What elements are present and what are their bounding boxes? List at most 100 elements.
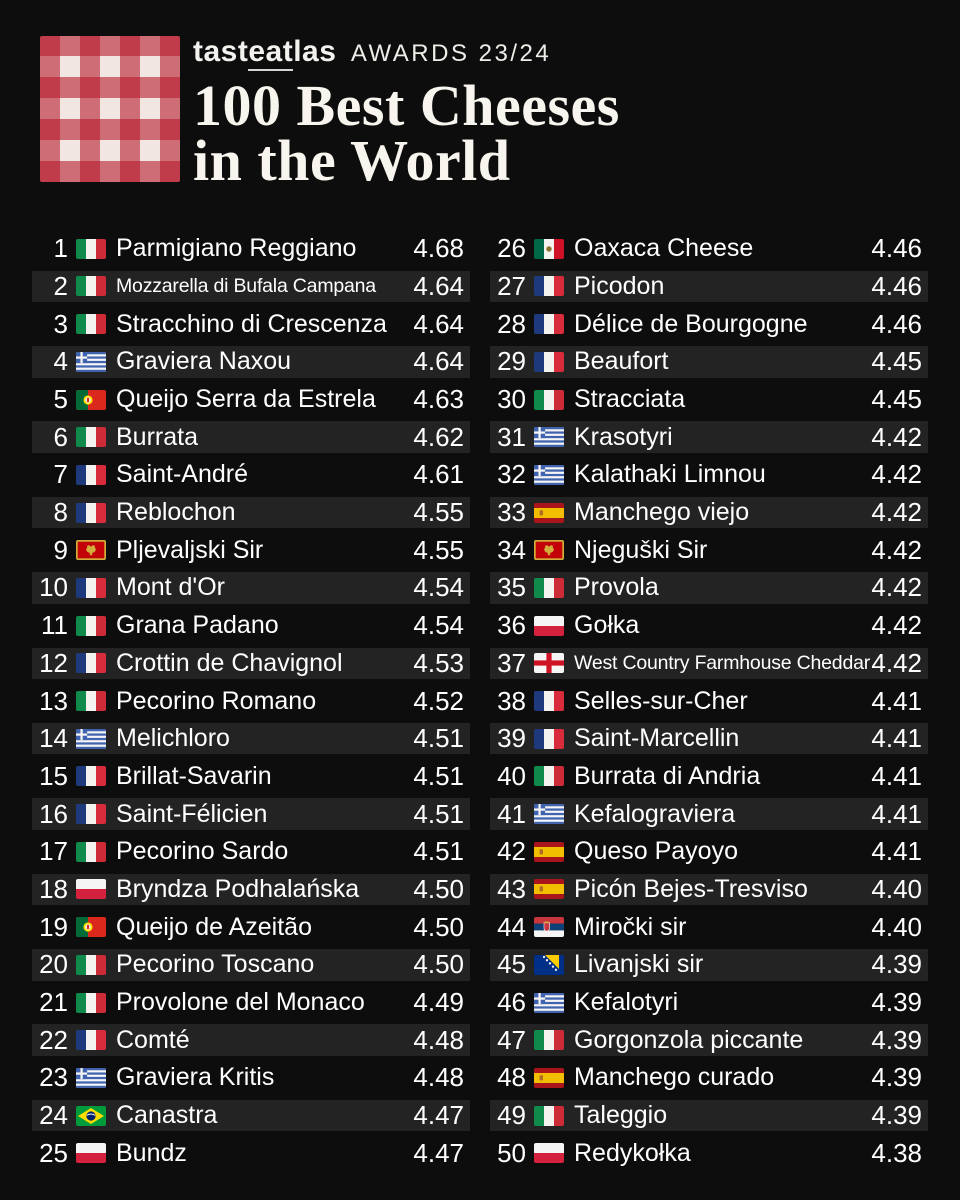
list-item: 45 Livanjski sir 4.39 [490,949,928,981]
list-item: 14 Melichloro 4.51 [32,722,470,755]
title-line-2: in the World [193,128,511,194]
portugal-flag-icon [76,917,106,938]
rank: 3 [53,308,68,339]
poland-flag-icon [76,1143,106,1164]
rank: 49 [497,1100,526,1131]
italy-flag-icon [76,992,106,1013]
cheese-name: Saint-André [116,460,249,489]
list-item: 5 Queijo Serra da Estrela 4.63 [32,384,470,416]
rating: 4.64 [413,346,464,377]
cheese-name: Bundz [116,1138,187,1167]
rating: 4.42 [871,459,922,490]
rating: 4.40 [871,873,922,904]
rank: 46 [497,987,526,1017]
cheese-name: Comté [116,1025,190,1054]
list-item: 20 Pecorino Toscano 4.50 [32,949,470,981]
rank: 31 [497,421,526,452]
list-item: 18 Bryndza Podhalańska 4.50 [32,873,470,906]
italy-flag-icon [534,1030,564,1051]
rank: 42 [497,836,526,867]
rank: 13 [39,685,68,716]
greece-flag-icon [76,728,106,749]
italy-flag-icon [76,615,106,636]
france-flag-icon [534,351,564,372]
list-item: 46 Kefalotyri 4.39 [490,987,928,1019]
cheese-name: Krasotyri [574,422,673,451]
cheese-name: West Country Farmhouse Cheddar [574,651,871,674]
rating: 4.42 [871,647,922,678]
rank: 24 [39,1100,68,1131]
awards-label: AWARDS 23/24 [350,40,552,67]
cheese-name: Kefalotyri [574,988,679,1016]
list-item: 42 Queso Payoyo 4.41 [490,836,928,868]
rank: 2 [53,270,68,301]
list-item: 32 Kalathaki Limnou 4.42 [490,459,928,491]
list-item: 15 Brillat-Savarin 4.51 [32,761,470,793]
rating: 4.41 [871,723,922,754]
rank: 45 [497,949,526,980]
ranking-list: 1 Parmigiano Reggiano 4.68 2 Mozzarella … [0,233,960,1175]
cheese-name: Redykołka [574,1138,691,1167]
cheese-name: Parmigiano Reggiano [116,234,357,263]
rank: 33 [497,497,526,528]
rating: 4.51 [413,760,464,791]
rank: 7 [53,459,68,490]
list-item: 29 Beaufort 4.45 [490,346,928,378]
list-item: 12 Crottin de Chavignol 4.53 [32,647,470,680]
cheese-name: Queijo de Azeitão [116,912,312,941]
rating: 4.54 [413,572,464,603]
cheese-name: Burrata di Andria [574,761,761,790]
rank: 11 [41,610,68,641]
list-item: 26 Oaxaca Cheese 4.46 [490,233,928,265]
rank: 39 [497,723,526,754]
rank: 1 [53,233,68,264]
rank: 29 [497,346,526,377]
list-item: 7 Saint-André 4.61 [32,459,470,491]
rank: 12 [39,647,68,678]
italy-flag-icon [534,1105,564,1126]
list-item: 8 Reblochon 4.55 [32,496,470,529]
rating: 4.41 [871,685,922,716]
brand-line: tasteatlas AWARDS 23/24 [193,35,620,71]
list-item: 47 Gorgonzola piccante 4.39 [490,1024,928,1056]
france-flag-icon [76,653,106,674]
list-item: 28 Délice de Bourgogne 4.46 [490,308,928,340]
list-item: 40 Burrata di Andria 4.41 [490,761,928,793]
cheese-name: Melichloro [116,724,230,753]
cheese-name: Gołka [574,611,640,640]
rating: 4.64 [413,308,464,339]
list-item: 30 Stracciata 4.45 [490,384,928,416]
rating: 4.42 [871,534,922,565]
tasteatlas-gingham-logo-icon [40,36,180,182]
rating: 4.68 [413,233,464,264]
rank: 14 [39,723,68,754]
cheese-name: Selles-sur-Cher [574,686,748,715]
cheese-name: Mont d'Or [116,573,225,602]
list-item: 6 Burrata 4.62 [32,421,470,453]
rank: 8 [53,497,68,528]
rank: 6 [53,421,68,452]
rating: 4.54 [413,610,464,641]
list-item: 35 Provola 4.42 [490,572,928,604]
list-item: 19 Queijo de Azeitão 4.50 [32,911,470,943]
spain-flag-icon [534,502,564,523]
list-item: 38 Selles-sur-Cher 4.41 [490,685,928,717]
poland-flag-icon [76,879,106,900]
cheese-name: Picón Bejes-Tresviso [574,874,808,903]
italy-flag-icon [76,427,106,448]
list-item: 27 Picodon 4.46 [490,270,928,303]
rating: 4.42 [871,497,922,528]
rank: 36 [497,610,526,641]
rank: 38 [497,685,526,716]
cheese-name: Pecorino Sardo [116,837,289,866]
rating: 4.38 [871,1137,922,1168]
poland-flag-icon [534,1143,564,1164]
france-flag-icon [76,502,106,523]
rating: 4.51 [413,723,464,754]
list-item: 17 Pecorino Sardo 4.51 [32,836,470,868]
italy-flag-icon [76,276,106,297]
montenegro-flag-icon [76,540,106,561]
cheese-name: Pecorino Romano [116,686,317,715]
greece-flag-icon [76,1067,106,1088]
rank: 37 [497,647,526,678]
